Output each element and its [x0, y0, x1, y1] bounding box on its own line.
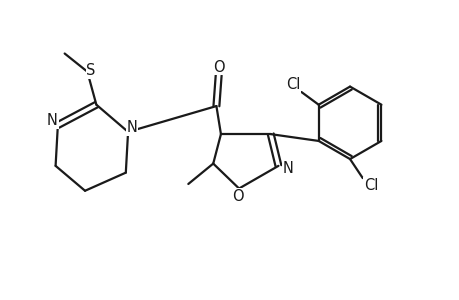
- Text: Cl: Cl: [285, 77, 300, 92]
- Text: O: O: [232, 189, 243, 204]
- Text: Cl: Cl: [363, 178, 377, 193]
- Text: N: N: [47, 113, 58, 128]
- Text: O: O: [213, 60, 224, 75]
- Text: N: N: [282, 160, 293, 175]
- Text: N: N: [126, 120, 137, 135]
- Text: S: S: [86, 63, 95, 78]
